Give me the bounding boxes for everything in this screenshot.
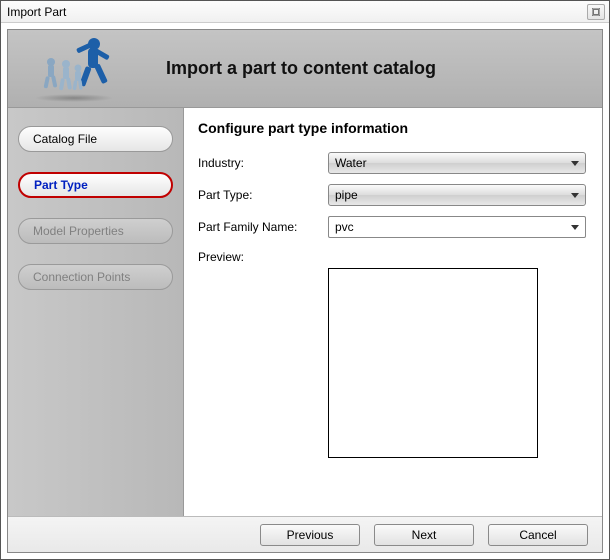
- dialog-window: Import Part: [0, 0, 610, 560]
- next-button[interactable]: Next: [374, 524, 474, 546]
- chevron-down-icon: [571, 225, 579, 230]
- sidebar-item-label: Model Properties: [33, 224, 124, 238]
- close-icon: [592, 8, 600, 16]
- button-label: Previous: [287, 528, 334, 542]
- industry-label: Industry:: [198, 156, 328, 170]
- titlebar: Import Part: [1, 1, 609, 23]
- sidebar-item-part-type[interactable]: Part Type: [18, 172, 173, 198]
- chevron-down-icon: [571, 193, 579, 198]
- preview-label: Preview:: [198, 250, 328, 264]
- row-industry: Industry: Water: [198, 152, 586, 174]
- button-label: Cancel: [519, 528, 556, 542]
- sidebar-item-catalog-file[interactable]: Catalog File: [18, 126, 173, 152]
- banner-illustration: [16, 34, 136, 104]
- previous-button[interactable]: Previous: [260, 524, 360, 546]
- industry-value: Water: [335, 156, 571, 170]
- button-row: Previous Next Cancel: [8, 516, 602, 552]
- parttype-dropdown[interactable]: pipe: [328, 184, 586, 206]
- family-label: Part Family Name:: [198, 220, 328, 234]
- body-wrap: Import a part to content catalog Catalog…: [1, 23, 609, 559]
- preview-box: [328, 268, 538, 458]
- parttype-value: pipe: [335, 188, 571, 202]
- family-combobox[interactable]: pvc: [328, 216, 586, 238]
- industry-dropdown[interactable]: Water: [328, 152, 586, 174]
- row-family: Part Family Name: pvc: [198, 216, 586, 238]
- content-pane: Configure part type information Industry…: [184, 108, 602, 516]
- button-label: Next: [412, 528, 437, 542]
- window-title: Import Part: [7, 5, 587, 19]
- section-title: Configure part type information: [198, 120, 586, 136]
- cancel-button[interactable]: Cancel: [488, 524, 588, 546]
- close-button[interactable]: [587, 4, 605, 20]
- chevron-down-icon: [571, 161, 579, 166]
- family-value: pvc: [335, 220, 571, 234]
- banner-heading: Import a part to content catalog: [136, 58, 602, 79]
- sidebar-item-label: Part Type: [34, 178, 88, 192]
- sidebar-item-label: Catalog File: [33, 132, 97, 146]
- middle: Catalog File Part Type Model Properties …: [8, 108, 602, 516]
- banner: Import a part to content catalog: [8, 30, 602, 108]
- sidebar-item-model-properties: Model Properties: [18, 218, 173, 244]
- row-parttype: Part Type: pipe: [198, 184, 586, 206]
- sidebar-item-connection-points: Connection Points: [18, 264, 173, 290]
- sidebar-item-label: Connection Points: [33, 270, 130, 284]
- inner-frame: Import a part to content catalog Catalog…: [7, 29, 603, 553]
- wizard-sidebar: Catalog File Part Type Model Properties …: [8, 108, 184, 516]
- parttype-label: Part Type:: [198, 188, 328, 202]
